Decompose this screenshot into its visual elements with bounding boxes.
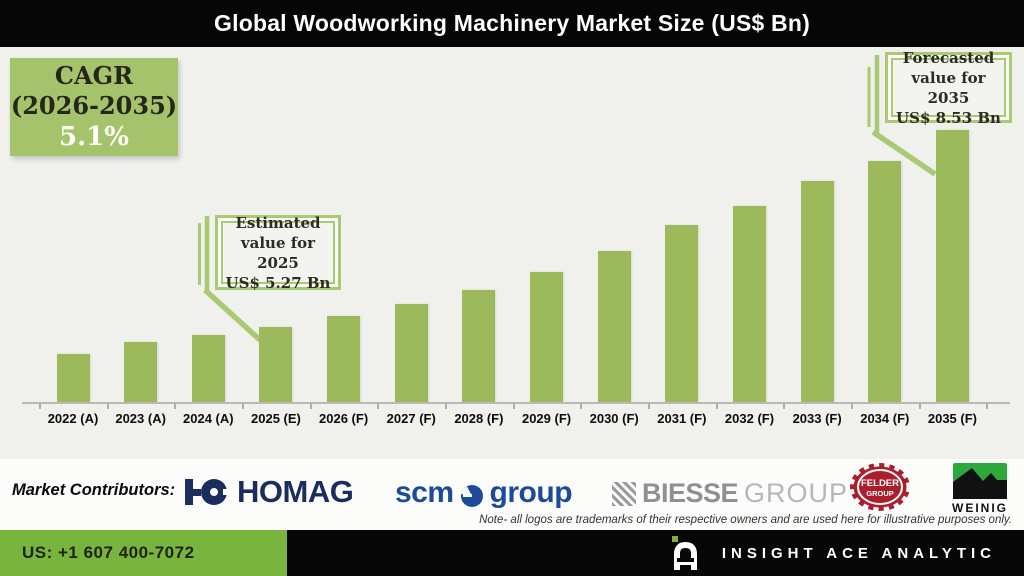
bar-2027 [394, 304, 428, 402]
bar-2032 [733, 206, 766, 402]
homag-logo: HOMAG [185, 474, 354, 510]
forecasted-line2: value for 2035 [911, 68, 986, 107]
axis-tick [445, 403, 448, 409]
weinig-logo: WEINIG [950, 463, 1010, 515]
footer-bar: US: +1 607 400-7072 INSIGHT ACE ANALYTIC [0, 530, 1024, 576]
x-label-2034: 2034 (F) [860, 411, 910, 426]
axis-tick [580, 403, 583, 409]
felder-group-wordmark: GROUP [866, 489, 894, 498]
axis-tick [715, 403, 718, 409]
biesse-group-logo: BIESSE GROUP [612, 478, 848, 509]
bar-2035 [935, 130, 969, 402]
estimated-line1: Estimated [235, 213, 321, 232]
bar-2030 [597, 251, 631, 402]
phone-badge: US: +1 607 400-7072 [0, 530, 287, 576]
forecasted-callout: Forecasted value for 2035 US$ 8.53 Bn [885, 49, 1012, 127]
forecasted-value: US$ 8.53 Bn [896, 108, 1001, 127]
bar-2026 [327, 316, 361, 402]
scm-wordmark: scm [395, 476, 454, 509]
x-label-2023: 2023 (A) [115, 411, 166, 426]
cagr-box: CAGR (2026-2035) 5.1% [10, 58, 178, 156]
trademark-note: Note- all logos are trademarks of their … [479, 514, 1012, 526]
x-axis-ticks [0, 403, 1024, 410]
bar-2024 [191, 335, 225, 402]
x-label-2035: 2035 (F) [927, 411, 977, 426]
x-label-2022: 2022 (A) [47, 411, 99, 426]
scm-icon [460, 485, 483, 507]
x-label-2027: 2027 (F) [386, 411, 436, 426]
bar-2031 [665, 225, 699, 402]
weinig-wordmark: WEINIG [952, 501, 1008, 515]
axis-tick [377, 403, 380, 409]
axis-tick [986, 403, 989, 409]
contributors-strip: Market Contributors: HOMAG scm group BIE… [0, 459, 1024, 530]
bar-2025 [259, 327, 293, 402]
axis-tick [648, 403, 651, 409]
axis-tick [309, 403, 312, 409]
axis-tick [512, 403, 515, 409]
title-bar: Global Woodworking Machinery Market Size… [0, 0, 1024, 47]
contributors-label: Market Contributors: [12, 481, 176, 499]
chart-area: CAGR (2026-2035) 5.1% Estimated value fo… [0, 47, 1024, 461]
estimated-callout: Estimated value for 2025 US$ 5.27 Bn [215, 213, 341, 292]
weinig-icon [953, 463, 1007, 499]
x-axis-line [22, 402, 1010, 404]
insight-ace-logo-icon [670, 536, 700, 570]
axis-tick [918, 403, 921, 409]
axis-tick [850, 403, 853, 409]
cagr-label: CAGR [54, 61, 134, 90]
brand-name: INSIGHT ACE ANALYTIC [721, 544, 996, 562]
felder-group-logo: FELDER GROUP [848, 461, 912, 513]
x-label-2033: 2033 (F) [792, 411, 842, 426]
axis-tick [783, 403, 786, 409]
x-label-2026: 2026 (F) [319, 411, 369, 426]
x-axis-labels: 2022 (A) 2023 (A) 2024 (A) 2025 (E) 2026 (F)… [0, 411, 1024, 433]
cagr-value: 5.1% [59, 122, 129, 152]
felder-wordmark: FELDER [861, 478, 899, 489]
bar-2034 [868, 161, 902, 402]
scm-group-logo: scm group [395, 476, 573, 510]
brand-lockup: INSIGHT ACE ANALYTIC [670, 530, 996, 576]
felder-badge-icon: FELDER GROUP [848, 461, 912, 513]
x-label-2032: 2032 (F) [724, 411, 775, 426]
x-label-2024: 2024 (A) [183, 411, 234, 426]
x-label-2029: 2029 (F) [521, 411, 572, 426]
biesse-group-wordmark: GROUP [744, 478, 849, 508]
x-label-2030: 2030 (F) [589, 411, 639, 426]
bar-2029 [530, 272, 564, 402]
biesse-icon [612, 481, 636, 506]
forecasted-line1: Forecasted [902, 48, 995, 67]
scm-group-wordmark: group [489, 476, 573, 509]
bar-2022 [56, 354, 90, 402]
bar-2023 [124, 342, 158, 402]
chart-title: Global Woodworking Machinery Market Size… [214, 10, 810, 36]
homag-wordmark: HOMAG [237, 474, 354, 509]
x-label-2031: 2031 (F) [657, 411, 707, 426]
axis-tick [174, 403, 177, 409]
estimated-line2: value for 2025 [240, 233, 316, 272]
axis-tick [39, 403, 42, 409]
homag-icon [185, 478, 229, 506]
bar-2028 [462, 290, 496, 402]
bar-series [0, 47, 1024, 402]
axis-tick [106, 403, 109, 409]
x-label-2028: 2028 (F) [454, 411, 504, 426]
biesse-wordmark: BIESSE [642, 478, 739, 508]
estimated-value: US$ 5.27 Bn [225, 273, 331, 292]
bar-2033 [800, 181, 834, 402]
cagr-period: (2026-2035) [10, 91, 178, 120]
x-label-2025: 2025 (E) [251, 411, 301, 426]
axis-tick [242, 403, 245, 409]
